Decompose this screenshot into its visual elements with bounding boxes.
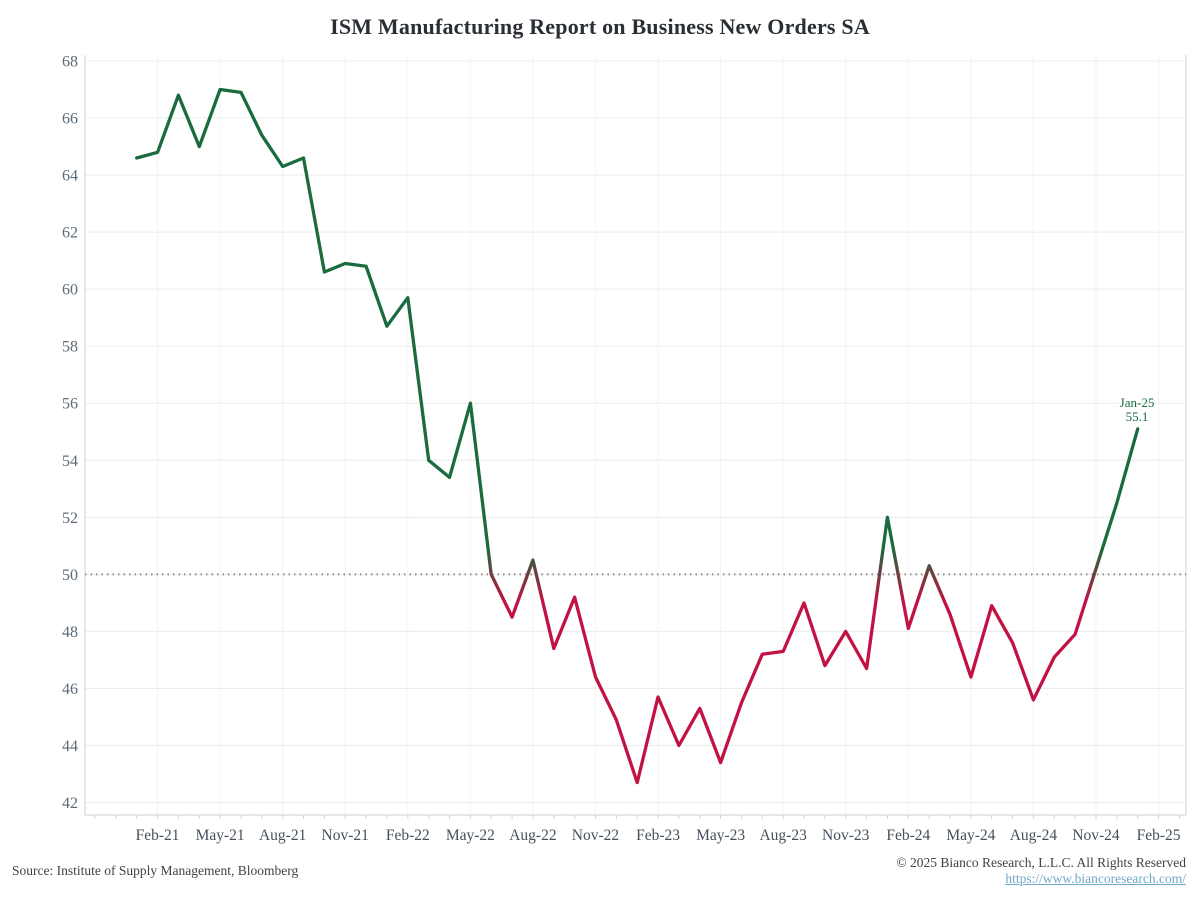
- copyright-note: © 2025 Bianco Research, L.L.C. All Right…: [896, 855, 1186, 870]
- svg-text:Nov-22: Nov-22: [572, 827, 619, 844]
- svg-text:Feb-25: Feb-25: [1137, 827, 1181, 844]
- svg-text:May-24: May-24: [946, 827, 995, 844]
- horizontal-gridlines: [85, 60, 1186, 804]
- bianco-research-link[interactable]: https://www.biancoresearch.com/: [1005, 871, 1186, 886]
- x-axis-ticks: [94, 815, 1180, 819]
- svg-text:48: 48: [62, 624, 78, 641]
- svg-text:56: 56: [62, 396, 78, 413]
- x-axis-labels: Feb-21 May-21 Aug-21 Nov-21 Feb-22 May-22 Aug-…: [136, 827, 1181, 844]
- svg-text:Nov-21: Nov-21: [322, 827, 369, 844]
- svg-text:Aug-23: Aug-23: [759, 827, 807, 844]
- svg-text:44: 44: [62, 738, 78, 755]
- svg-text:46: 46: [62, 681, 78, 698]
- svg-text:60: 60: [62, 282, 78, 299]
- svg-text:May-21: May-21: [196, 827, 245, 844]
- page-title: ISM Manufacturing Report on Business New…: [330, 14, 870, 39]
- svg-text:Nov-24: Nov-24: [1072, 827, 1120, 844]
- svg-text:Aug-22: Aug-22: [509, 827, 556, 844]
- source-note: Source: Institute of Supply Management, …: [12, 863, 299, 878]
- svg-text:Aug-24: Aug-24: [1010, 827, 1058, 844]
- svg-text:Feb-21: Feb-21: [136, 827, 180, 844]
- svg-text:May-22: May-22: [446, 827, 495, 844]
- last-point-annotation: Jan-25 55.1: [1120, 396, 1155, 424]
- svg-text:Feb-22: Feb-22: [386, 827, 430, 844]
- last-point-value: 55.1: [1125, 409, 1149, 424]
- svg-text:42: 42: [62, 795, 78, 812]
- svg-text:68: 68: [62, 54, 78, 71]
- svg-text:66: 66: [62, 111, 78, 128]
- svg-text:64: 64: [62, 168, 78, 185]
- svg-text:52: 52: [62, 510, 78, 527]
- svg-text:Feb-24: Feb-24: [886, 827, 930, 844]
- svg-text:Aug-21: Aug-21: [259, 827, 306, 844]
- svg-text:62: 62: [62, 225, 78, 242]
- plot-border: [84, 55, 1187, 816]
- svg-text:May-23: May-23: [696, 827, 745, 844]
- footer-right: © 2025 Bianco Research, L.L.C. All Right…: [896, 855, 1186, 887]
- svg-text:54: 54: [62, 453, 78, 470]
- y-axis-labels: 42 44 46 48 50 52 54 56 58 60 62 64 66 68: [62, 54, 78, 813]
- svg-text:Feb-23: Feb-23: [636, 827, 680, 844]
- last-point-date: Jan-25: [1119, 395, 1155, 410]
- svg-text:50: 50: [62, 567, 78, 584]
- svg-text:Nov-23: Nov-23: [822, 827, 870, 844]
- new-orders-series-line: [135, 87, 1140, 785]
- svg-text:58: 58: [62, 339, 78, 356]
